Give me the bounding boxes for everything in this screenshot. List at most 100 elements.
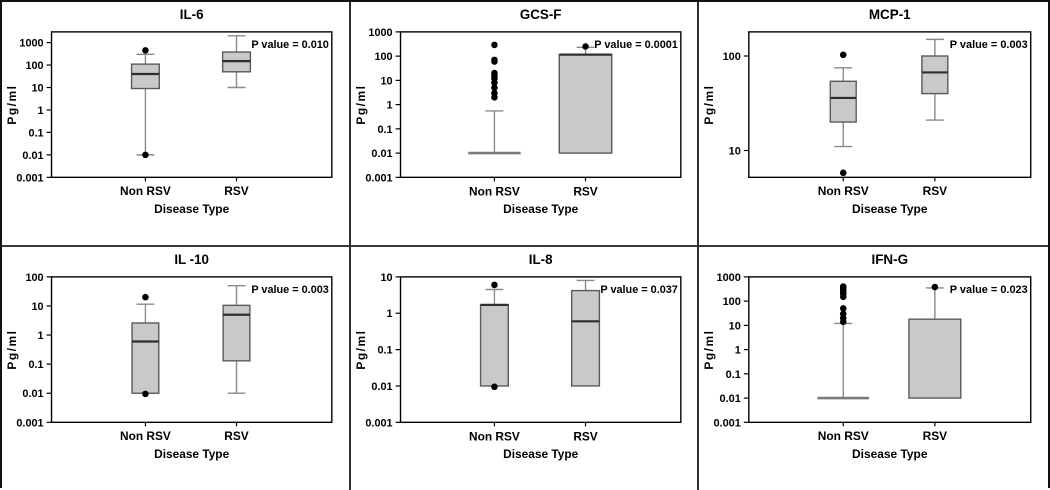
p-value-label: P value = 0.0001 (594, 39, 678, 51)
y-tick-label: 0.001 (365, 417, 392, 429)
y-tick-label: 0.001 (16, 417, 43, 429)
y-tick-label: 1 (735, 345, 741, 357)
outlier-point (840, 51, 847, 59)
y-axis-label: Pg/ml (702, 85, 716, 125)
outlier-point (142, 47, 149, 54)
panel-title: IFN-G (872, 252, 909, 267)
y-axis-label: Pg/ml (5, 85, 19, 125)
y-tick-label: 1 (38, 105, 44, 117)
p-value-label: P value = 0.003 (950, 39, 1028, 51)
x-category-label: Non RSV (120, 429, 171, 443)
outlier-point (840, 318, 847, 326)
outlier-point (142, 151, 149, 159)
box-non-rsv (829, 80, 858, 123)
y-tick-label: 1000 (19, 38, 43, 50)
y-tick-label: 0.001 (365, 172, 392, 184)
y-tick-label: 10 (729, 320, 741, 332)
y-tick-label: 10 (729, 145, 741, 157)
plot-frame (50, 31, 333, 179)
box-non-rsv (130, 63, 160, 90)
y-tick-label: 10 (380, 75, 392, 87)
x-axis-label: Disease Type (503, 447, 578, 461)
y-tick-label: 100 (374, 51, 392, 63)
boxplot-canvas-gcs-f: GCS-F P value = 0.0001 1000 100 10 1 0.1 0.01 0.… (354, 7, 682, 216)
y-tick-label: 10 (31, 301, 43, 313)
panel-gcs-f: GCS-F P value = 0.0001 1000 100 10 1 0.1 0.01 0.… (350, 2, 700, 248)
plot-frame (399, 276, 682, 424)
y-axis-label: Pg/ml (354, 85, 368, 125)
x-category-label: RSV (573, 184, 597, 198)
y-tick-label: 10 (380, 272, 392, 284)
panel-il-8: IL-8 P value = 0.037 10 1 0.1 0.01 0.001 Pg/ml N… (350, 247, 700, 490)
x-axis-label: Disease Type (852, 202, 928, 216)
y-tick-label: 0.001 (16, 172, 43, 184)
y-axis-label: Pg/ml (354, 330, 368, 370)
boxplot-canvas-mcp-1: MCP-1 P value = 0.003 100 10 Pg/ml Non RSV RSV… (702, 7, 1032, 216)
y-tick-label: 10 (31, 82, 43, 94)
y-tick-label: 100 (25, 272, 43, 284)
outlier-point (490, 94, 498, 101)
panel-ifn-g: IFN-G P value = 0.023 1000 100 10 1 0.1 0.01 0.0… (699, 247, 1048, 490)
x-category-label: RSV (923, 429, 948, 443)
y-tick-label: 0.01 (371, 148, 392, 160)
plot-frame (748, 31, 1032, 179)
x-axis-label: Disease Type (154, 202, 229, 216)
p-value-label: P value = 0.003 (251, 284, 328, 296)
y-tick-label: 1 (386, 308, 392, 320)
outlier-point (840, 305, 847, 312)
x-category-label: RSV (224, 429, 248, 443)
plot-frame (748, 276, 1032, 424)
y-tick-label: 1 (386, 100, 392, 112)
outlier-point (581, 43, 589, 50)
panel-title: IL-6 (180, 7, 204, 22)
panel-il-6: IL-6 P value = 0.010 1000 100 10 1 0.1 0.01 0.00… (2, 2, 351, 248)
panel-mcp-1: MCP-1 P value = 0.003 100 10 Pg/ml Non RSV RSV… (699, 2, 1048, 248)
y-tick-label: 1000 (368, 27, 392, 39)
x-category-label: Non RSV (818, 184, 869, 198)
outlier-point (490, 41, 498, 49)
p-value-label: P value = 0.037 (600, 284, 677, 296)
x-category-label: RSV (224, 184, 248, 198)
plot-frame (399, 31, 682, 179)
p-value-label: P value = 0.023 (950, 284, 1028, 296)
y-tick-label: 100 (723, 51, 741, 63)
panel-title: MCP-1 (869, 7, 911, 22)
outlier-point (142, 293, 149, 301)
y-axis-label: Pg/ml (702, 330, 716, 370)
box-rsv (558, 53, 613, 154)
box-rsv (570, 289, 600, 387)
y-tick-label: 1 (38, 330, 44, 342)
y-tick-label: 0.1 (28, 359, 43, 371)
x-axis-label: Disease Type (154, 447, 229, 461)
boxplot-canvas-il-10: IL -10 P value = 0.003 100 10 1 0.1 0.01 0.001 P… (5, 252, 333, 461)
box-non-rsv (479, 304, 509, 387)
outlier-point (931, 283, 939, 291)
boxplot-canvas-il-6: IL-6 P value = 0.010 1000 100 10 1 0.1 0.01 0.00… (5, 7, 333, 216)
y-axis-label: Pg/ml (5, 330, 19, 370)
y-tick-label: 0.1 (28, 127, 43, 139)
box-rsv (921, 55, 949, 95)
x-category-label: RSV (923, 184, 948, 198)
outlier-point (490, 84, 498, 91)
y-tick-label: 0.001 (714, 417, 741, 429)
box-non-rsv (131, 322, 160, 394)
outlier-point (490, 383, 498, 391)
panel-title: GCS-F (520, 7, 562, 22)
x-category-label: RSV (573, 429, 597, 443)
y-tick-label: 0.1 (377, 345, 392, 357)
plot-frame (50, 276, 333, 424)
panel-il-10: IL -10 P value = 0.003 100 10 1 0.1 0.01 0.001 P… (2, 247, 351, 490)
panel-title: IL -10 (174, 252, 209, 267)
x-category-label: Non RSV (120, 184, 171, 198)
boxplot-canvas-il-8: IL-8 P value = 0.037 10 1 0.1 0.01 0.001 Pg/ml N… (354, 252, 682, 461)
outlier-point (490, 281, 498, 289)
panel-title: IL-8 (528, 252, 552, 267)
outlier-point (840, 293, 847, 301)
y-tick-label: 0.1 (726, 369, 741, 381)
box-rsv (908, 318, 962, 399)
x-axis-label: Disease Type (852, 447, 928, 461)
outlier-point (490, 79, 498, 87)
p-value-label: P value = 0.010 (251, 39, 328, 51)
y-tick-label: 0.01 (22, 388, 43, 400)
